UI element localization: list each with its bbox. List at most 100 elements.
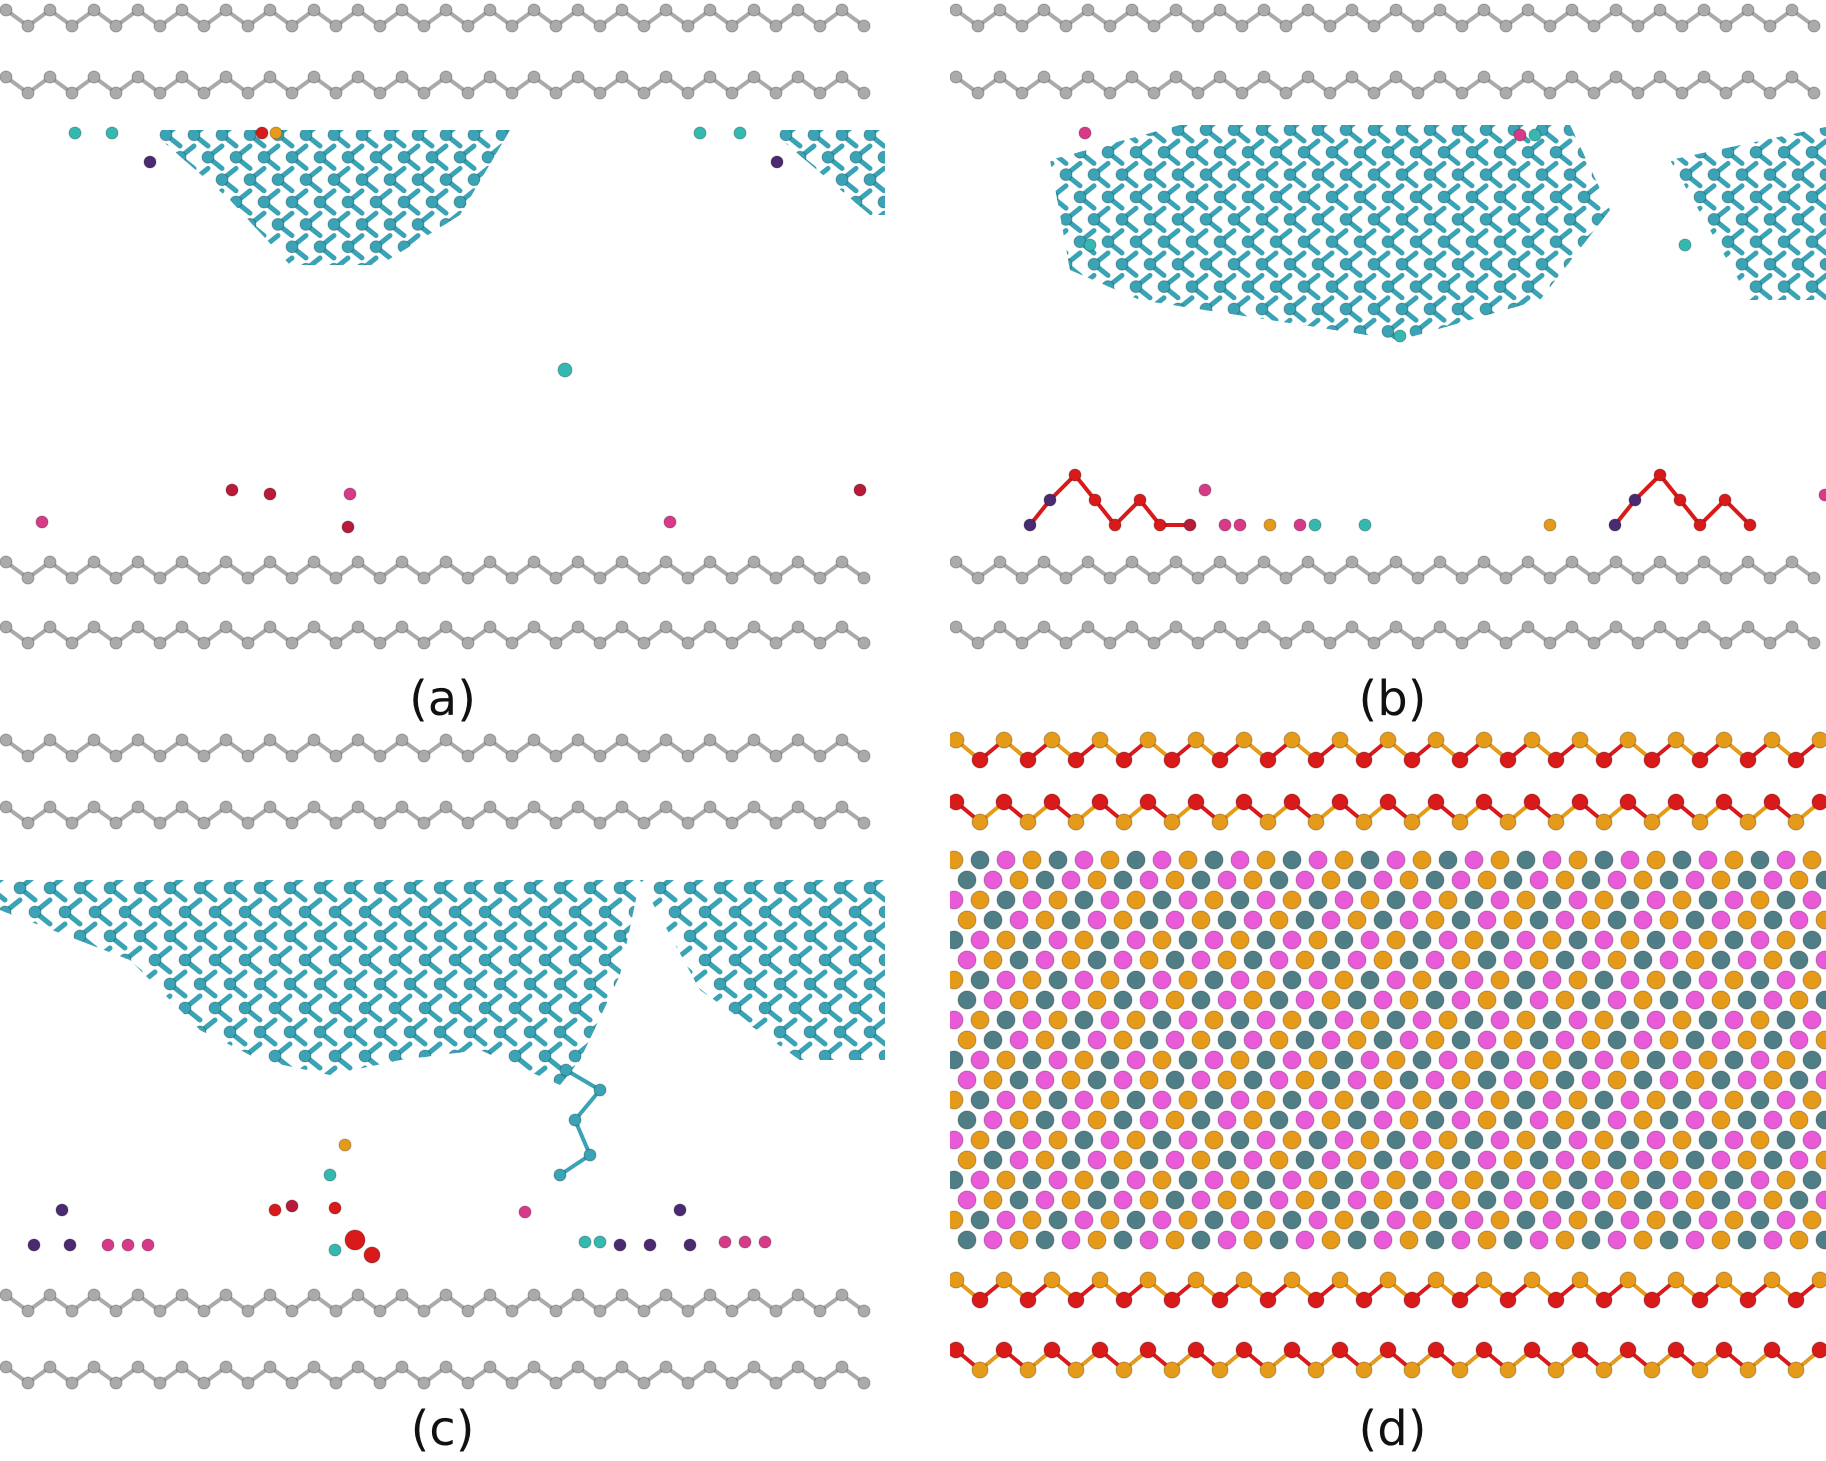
crystal-atom bbox=[1115, 125, 1129, 137]
crystal-atom bbox=[728, 953, 742, 967]
chain-atom bbox=[1411, 571, 1425, 585]
bond bbox=[320, 292, 334, 303]
chain-atom bbox=[527, 3, 541, 17]
chain-atom bbox=[1609, 555, 1623, 569]
slab-atom bbox=[1750, 890, 1770, 910]
chain-atom bbox=[1169, 3, 1183, 17]
bond bbox=[1063, 125, 1083, 133]
chain-atom bbox=[417, 571, 431, 585]
crystal-atom bbox=[1465, 280, 1479, 294]
crystal-atom bbox=[1115, 302, 1129, 316]
chain-atom bbox=[483, 70, 497, 84]
chain-atom bbox=[703, 555, 717, 569]
bond bbox=[1119, 127, 1139, 144]
crystal-atom bbox=[208, 905, 222, 919]
bond bbox=[870, 828, 885, 840]
crystal-atom bbox=[1638, 146, 1650, 158]
chain-atom bbox=[1595, 1361, 1613, 1379]
crystal-atom bbox=[1087, 302, 1101, 316]
crystal-atom bbox=[1679, 168, 1693, 182]
crystal-atom bbox=[174, 286, 186, 298]
bond bbox=[544, 202, 558, 213]
bond bbox=[744, 112, 758, 123]
polymer-chain bbox=[950, 731, 1826, 769]
bond bbox=[1630, 219, 1644, 230]
crystal-atom bbox=[1241, 235, 1255, 249]
crystal-atom bbox=[148, 1049, 162, 1063]
bond bbox=[1630, 119, 1644, 130]
chain-atom bbox=[857, 749, 871, 763]
chain-atom bbox=[1163, 813, 1181, 831]
crystal-atom bbox=[659, 1002, 671, 1014]
chain-atom bbox=[1355, 1361, 1373, 1379]
bond bbox=[62, 945, 83, 963]
crystal-atom bbox=[73, 881, 87, 895]
chain-atom bbox=[1307, 813, 1325, 831]
crystal-atom bbox=[1325, 280, 1339, 294]
crystal-atom bbox=[1409, 280, 1423, 294]
crystal-atom bbox=[598, 953, 612, 967]
bond bbox=[516, 157, 530, 168]
chain-atom bbox=[241, 19, 255, 33]
crystal-atom bbox=[1367, 125, 1381, 137]
bond bbox=[485, 188, 505, 205]
crystal-atom bbox=[1620, 258, 1632, 270]
chain-atom bbox=[1259, 1291, 1277, 1309]
crystal-atom bbox=[1255, 125, 1269, 137]
crystal-atom bbox=[1749, 190, 1763, 204]
bond bbox=[1220, 96, 1234, 107]
crystal-atom bbox=[553, 977, 567, 991]
slab-atom bbox=[970, 970, 990, 990]
crystal-atom bbox=[146, 106, 158, 118]
crystal-atom bbox=[1493, 280, 1507, 294]
bond bbox=[1739, 295, 1759, 300]
crystal-atom bbox=[1721, 190, 1735, 204]
slab-atom bbox=[1178, 1050, 1198, 1070]
bond bbox=[1756, 331, 1770, 342]
slab-atom bbox=[1204, 1090, 1224, 1110]
chain-atom bbox=[1213, 3, 1227, 17]
chain-atom bbox=[329, 816, 343, 830]
crystal-atom bbox=[758, 953, 772, 967]
bond bbox=[856, 112, 870, 123]
chain-atom bbox=[175, 620, 189, 634]
slab-atom bbox=[1568, 1050, 1588, 1070]
chain-atom bbox=[1147, 86, 1161, 100]
chain-atom bbox=[703, 800, 717, 814]
crystal-atom bbox=[1073, 190, 1087, 204]
chain-atom bbox=[681, 571, 695, 585]
slab-atom bbox=[1412, 1010, 1432, 1030]
crystal-atom bbox=[208, 1049, 222, 1063]
chain-atom bbox=[1719, 636, 1733, 650]
bond bbox=[62, 1005, 83, 1023]
bond bbox=[530, 135, 544, 146]
chain-atom bbox=[637, 571, 651, 585]
crystal-atom bbox=[425, 150, 439, 164]
chain-atom bbox=[747, 1288, 761, 1302]
slab-atom bbox=[1373, 1110, 1393, 1130]
crystal-atom bbox=[1591, 302, 1605, 316]
bond bbox=[65, 1092, 80, 1104]
bond bbox=[110, 828, 125, 840]
bond bbox=[485, 1092, 500, 1104]
crystal-atom bbox=[29, 1098, 41, 1110]
chain-atom bbox=[1279, 86, 1293, 100]
chain-atom bbox=[131, 555, 145, 569]
chain-atom bbox=[329, 636, 343, 650]
slab-atom bbox=[1217, 950, 1237, 970]
chain-atom bbox=[1763, 1341, 1781, 1359]
bond bbox=[292, 292, 306, 303]
crystal-atom bbox=[215, 262, 229, 265]
chain-atom bbox=[1499, 751, 1517, 769]
slab-atom bbox=[1568, 890, 1588, 910]
slab-atom bbox=[1646, 970, 1666, 990]
chain-atom bbox=[1125, 555, 1139, 569]
chain-atom bbox=[461, 636, 475, 650]
chain-atom bbox=[1499, 86, 1513, 100]
bond bbox=[182, 1053, 203, 1071]
crystal-atom bbox=[1605, 235, 1610, 249]
bond bbox=[1670, 272, 1689, 290]
chain-atom bbox=[593, 1376, 607, 1390]
crystal-atom bbox=[454, 286, 466, 298]
bond bbox=[1609, 328, 1610, 340]
